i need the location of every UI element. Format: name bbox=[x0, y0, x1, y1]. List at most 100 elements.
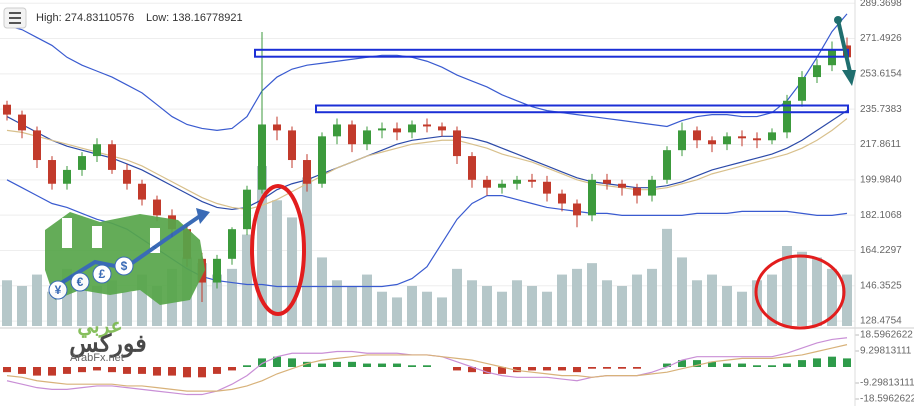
y-tick-label: 18.5962622 bbox=[860, 330, 913, 341]
candle-body bbox=[228, 229, 236, 259]
menu-icon bbox=[9, 12, 21, 24]
logo-coin bbox=[114, 256, 134, 276]
macd-bar bbox=[198, 367, 206, 378]
volume-bar bbox=[287, 217, 297, 326]
candle-body bbox=[663, 150, 671, 180]
macd-bar bbox=[813, 358, 821, 367]
macd-bar bbox=[633, 367, 641, 369]
macd-bar bbox=[228, 367, 236, 371]
volume-bar bbox=[452, 268, 462, 326]
y-tick-label: 146.3525 bbox=[860, 280, 902, 291]
macd-bar bbox=[543, 367, 551, 371]
macd-bar bbox=[663, 363, 671, 367]
macd-bar bbox=[828, 356, 836, 367]
volume-bar bbox=[602, 280, 612, 326]
macd-bar bbox=[363, 363, 371, 367]
macd-bar bbox=[558, 367, 566, 371]
candle-body bbox=[738, 136, 746, 139]
volume-bar bbox=[467, 280, 477, 326]
volume-bar bbox=[332, 280, 342, 326]
candle-body bbox=[78, 156, 86, 170]
logo-building bbox=[62, 218, 72, 248]
volume-bar bbox=[482, 286, 492, 326]
y-tick-label: -18.5962622 bbox=[860, 394, 914, 405]
candle-body bbox=[123, 169, 131, 184]
volume-bar bbox=[152, 286, 162, 326]
macd-bar bbox=[618, 367, 626, 369]
candle-body bbox=[273, 124, 281, 131]
y-tick-label: 182.1068 bbox=[860, 210, 902, 221]
volume-bar bbox=[542, 291, 552, 326]
candle-body bbox=[693, 130, 701, 141]
candle-body bbox=[633, 187, 641, 196]
trend-arrow-start bbox=[834, 16, 842, 24]
candle-body bbox=[48, 160, 56, 184]
candle-body bbox=[348, 124, 356, 145]
candle-body bbox=[213, 258, 221, 283]
macd-bar bbox=[243, 365, 251, 367]
macd-bar bbox=[213, 367, 221, 374]
macd-bar bbox=[393, 363, 401, 367]
candle-body bbox=[33, 130, 41, 161]
macd-bar bbox=[678, 360, 686, 367]
brand-bottom: فوركس bbox=[69, 330, 146, 358]
macd-bar bbox=[318, 363, 326, 367]
macd-bar bbox=[513, 367, 521, 373]
candle-body bbox=[678, 130, 686, 151]
candle-body bbox=[558, 193, 566, 204]
macd-bar bbox=[168, 367, 176, 376]
y-tick-label: 289.3698 bbox=[860, 0, 902, 9]
macd-bar bbox=[348, 361, 356, 367]
candle-body bbox=[258, 124, 266, 190]
macd-bar bbox=[48, 367, 56, 376]
candle-body bbox=[483, 179, 491, 188]
volume-bar bbox=[302, 177, 312, 326]
indicator-line bbox=[6, 344, 848, 392]
candle-body bbox=[243, 189, 251, 230]
y-tick-label: 253.6154 bbox=[860, 69, 902, 80]
candle-body bbox=[798, 77, 806, 101]
candle-body bbox=[783, 100, 791, 133]
y-tick-label: 9.29813111 bbox=[860, 346, 912, 357]
indicator-line bbox=[6, 110, 848, 211]
macd-bar bbox=[123, 367, 131, 374]
logo-building bbox=[150, 228, 160, 253]
candle-body bbox=[138, 183, 146, 200]
macd-bar bbox=[273, 356, 281, 367]
macd-bar bbox=[288, 358, 296, 367]
volume-bar bbox=[347, 286, 357, 326]
macd-bar bbox=[843, 358, 851, 367]
indicator-line bbox=[6, 13, 848, 132]
macd-bar bbox=[33, 367, 41, 376]
volume-bar bbox=[767, 274, 777, 326]
candle-body bbox=[108, 144, 116, 170]
volume-bar bbox=[137, 274, 147, 326]
candle-body bbox=[768, 132, 776, 141]
y-tick-label: 271.4926 bbox=[860, 33, 902, 44]
logo-symbol: € bbox=[77, 275, 84, 289]
candle-body bbox=[753, 138, 761, 141]
macd-bar bbox=[603, 367, 611, 369]
y-tick-label: 235.7383 bbox=[860, 104, 902, 115]
candle-body bbox=[288, 130, 296, 161]
macd-bar bbox=[408, 365, 416, 367]
volume-bar bbox=[422, 291, 432, 326]
y-tick-label: 164.2297 bbox=[860, 245, 902, 256]
price-zone bbox=[315, 104, 849, 114]
candle-body bbox=[423, 124, 431, 127]
macd-bar bbox=[93, 367, 101, 371]
macd-bar bbox=[333, 361, 341, 367]
macd-bar bbox=[498, 367, 506, 374]
volume-bar bbox=[557, 274, 567, 326]
macd-bar bbox=[78, 367, 86, 373]
logo-coin bbox=[48, 280, 68, 300]
macd-bar bbox=[573, 367, 581, 373]
macd-bar bbox=[483, 367, 491, 374]
site-name: ArabFx.net bbox=[70, 352, 124, 364]
y-tick-label: -9.29813111 bbox=[860, 378, 914, 389]
volume-bar bbox=[227, 268, 237, 326]
highlight-ellipse bbox=[250, 184, 306, 316]
macd-bar bbox=[423, 365, 431, 367]
logo-symbol: $ bbox=[121, 259, 128, 273]
macd-bar bbox=[3, 367, 11, 373]
